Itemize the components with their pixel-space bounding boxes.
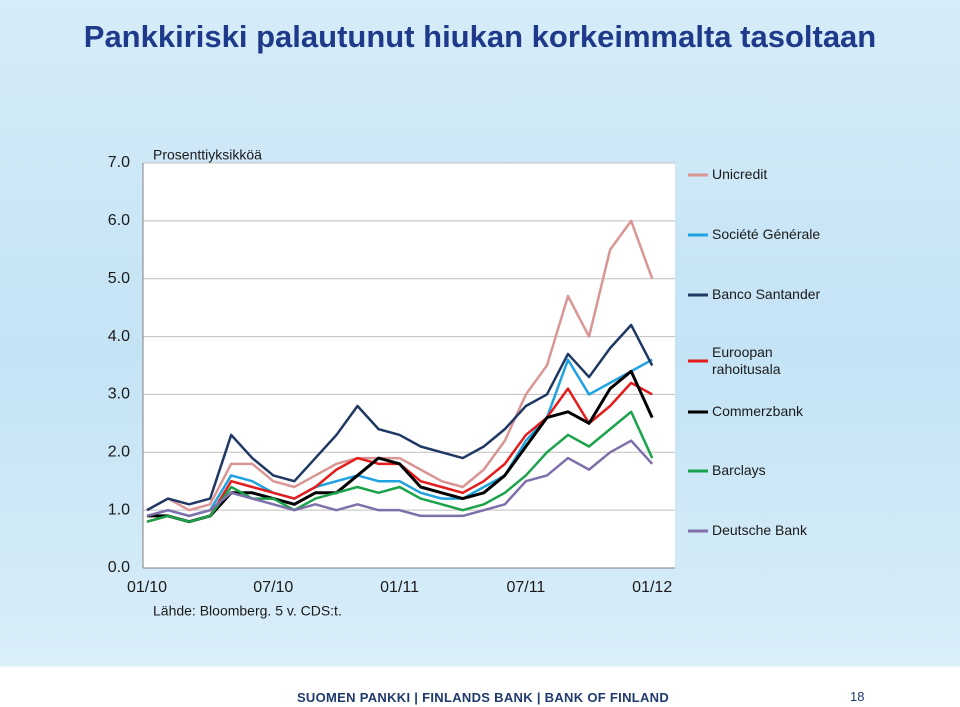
x-tick-label: 07/10 <box>253 579 293 596</box>
legend-label: Deutsche Bank <box>712 522 807 538</box>
series-line <box>146 358 653 518</box>
x-tick-label: 01/11 <box>380 579 419 596</box>
y-tick-label: 1.0 <box>108 501 130 518</box>
y-axis-unit: Prosenttiyksikköä <box>153 147 262 163</box>
y-tick-label: 2.0 <box>108 444 130 461</box>
legend-label: Commerzbank <box>712 403 804 419</box>
legend-label: Barclays <box>712 462 766 478</box>
series-line <box>146 439 654 518</box>
slide-title: Pankkiriski palautunut hiukan korkeimmal… <box>83 19 877 54</box>
series-line <box>146 323 654 512</box>
legend-label: Euroopan rahoitusala <box>712 344 781 377</box>
series-line <box>146 410 654 523</box>
y-tick-label: 5.0 <box>108 270 130 287</box>
x-tick-label: 07/11 <box>506 579 545 596</box>
y-tick-label: 3.0 <box>108 386 130 403</box>
series-line <box>146 219 654 512</box>
x-tick-label: 01/12 <box>632 579 672 596</box>
legend-label: Société Générale <box>712 226 821 242</box>
y-tick-label: 6.0 <box>108 212 130 229</box>
y-tick-label: 0.0 <box>108 559 130 576</box>
y-tick-label: 4.0 <box>108 328 130 345</box>
footer: SUOMEN PANKKI | FINLANDS BANK | BANK OF … <box>296 690 670 705</box>
source-note: Lähde: Bloomberg. 5 v. CDS:t. <box>153 603 342 619</box>
x-tick-label: 01/10 <box>127 579 167 596</box>
page-number: 18 <box>850 689 865 704</box>
legend-label: Unicredit <box>712 166 768 182</box>
legend-label: Banco Santander <box>712 286 821 302</box>
plot-area <box>143 163 675 568</box>
y-tick-label: 7.0 <box>108 154 130 171</box>
